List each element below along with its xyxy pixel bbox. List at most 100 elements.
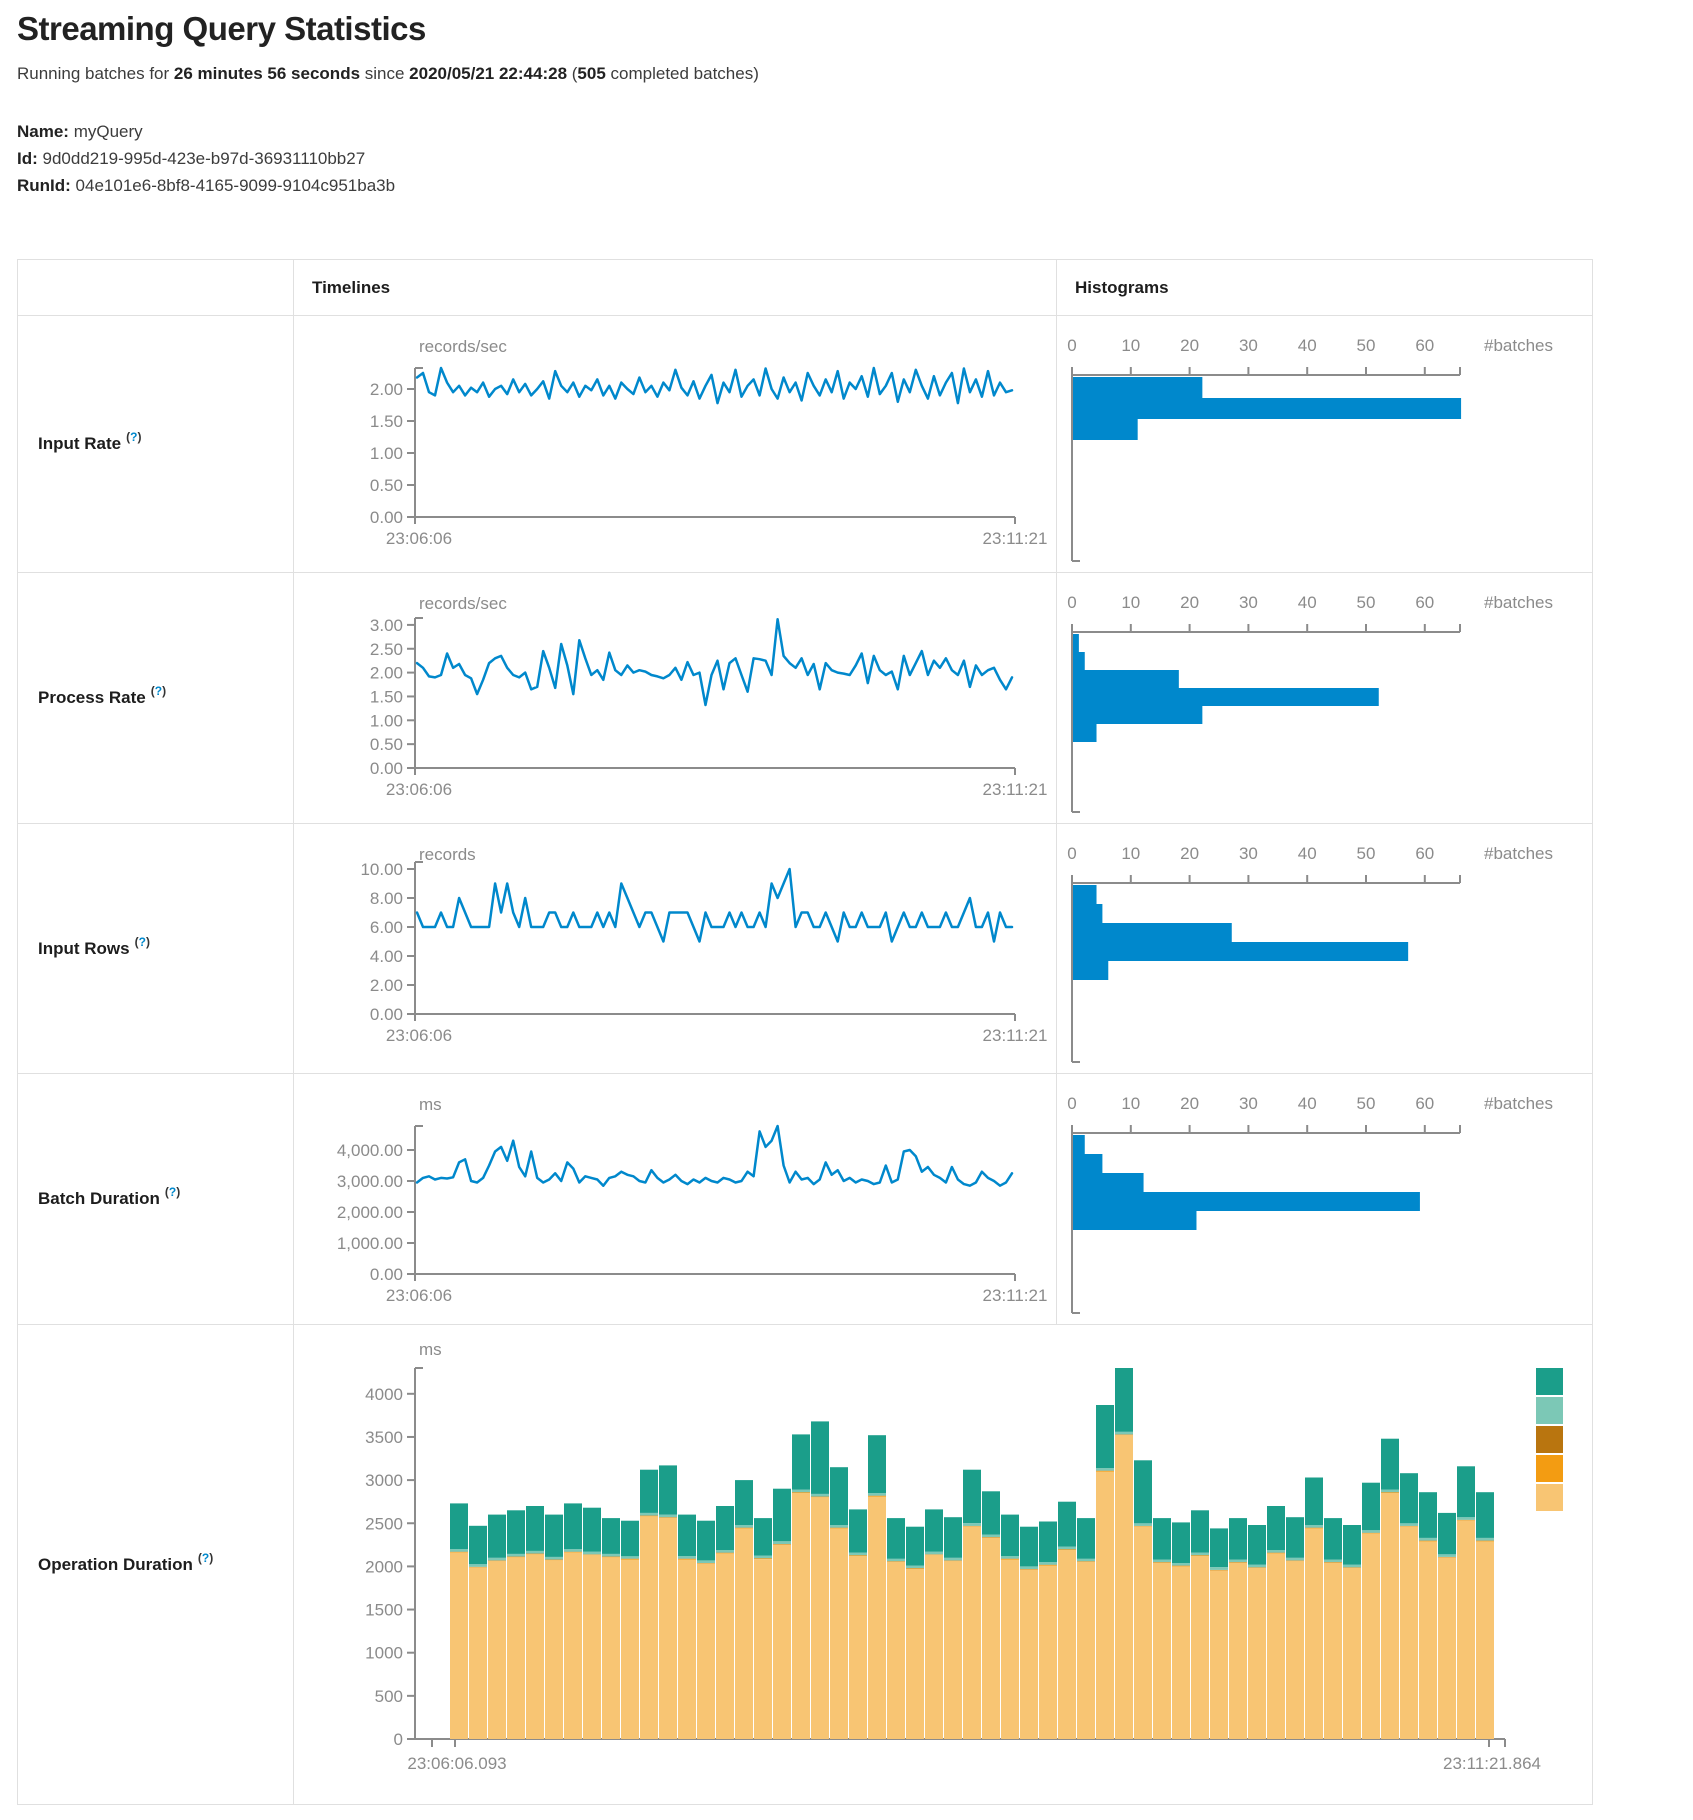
svg-text:0.00: 0.00 [370,1265,403,1284]
svg-text:2.00: 2.00 [370,380,403,399]
svg-text:30: 30 [1239,1094,1258,1113]
statistics-table: Timelines Histograms Input Rate (?) reco… [17,259,1593,1805]
svg-text:23:06:06: 23:06:06 [386,529,452,548]
svg-text:#batches: #batches [1484,1094,1553,1113]
query-name-line: Name: myQuery [17,118,395,145]
svg-text:30: 30 [1239,844,1258,863]
svg-text:2500: 2500 [365,1514,403,1533]
svg-text:10.00: 10.00 [360,860,403,879]
svg-text:0: 0 [1067,593,1076,612]
svg-text:23:06:06: 23:06:06 [386,780,452,799]
batch-duration-help-icon[interactable]: (?) [164,1185,181,1199]
svg-text:10: 10 [1121,336,1140,355]
svg-text:50: 50 [1357,1094,1376,1113]
input-rows-histogram-chart: 0 10 20 30 40 50 60 #batches [1056,823,1592,1073]
svg-text:23:06:06: 23:06:06 [386,1286,452,1305]
svg-text:0.50: 0.50 [370,735,403,754]
svg-text:20: 20 [1180,336,1199,355]
query-runid-value: 04e101e6-8bf8-4165-9099-9104c951ba3b [70,176,396,195]
operation-duration-label: Operation Duration [38,1554,193,1574]
svg-text:2.50: 2.50 [370,640,403,659]
batch-duration-histogram-chart: 0 10 20 30 40 50 60 #batches [1056,1073,1592,1324]
svg-text:0: 0 [394,1730,403,1749]
svg-text:10: 10 [1121,844,1140,863]
svg-text:23:11:21.864: 23:11:21.864 [1443,1754,1541,1773]
svg-text:0.00: 0.00 [370,508,403,527]
batch-duration-label: Batch Duration [38,1189,160,1208]
svg-text:1.50: 1.50 [370,687,403,706]
input-rate-label: Input Rate [38,434,122,453]
svg-text:60: 60 [1415,1094,1434,1113]
svg-text:0: 0 [1067,336,1076,355]
query-id-line: Id: 9d0dd219-995d-423e-b97d-36931110bb27 [17,145,395,172]
svg-text:2.00: 2.00 [370,664,403,683]
query-name-label: Name: [17,122,69,141]
svg-text:3000: 3000 [365,1471,403,1490]
legend-swatch-5 [1536,1484,1563,1511]
svg-text:0.00: 0.00 [370,1005,403,1024]
svg-text:23:11:21: 23:11:21 [983,1286,1048,1305]
header-empty-cell [18,260,293,315]
svg-text:40: 40 [1298,1094,1317,1113]
row-label-batch-duration: Batch Duration (?) [18,1073,293,1324]
svg-text:2,000.00: 2,000.00 [337,1203,403,1222]
svg-text:1000: 1000 [365,1644,403,1663]
svg-text:1.00: 1.00 [370,444,403,463]
svg-text:23:11:21: 23:11:21 [983,529,1048,548]
input-rows-label: Input Rows [38,938,130,958]
svg-text:0: 0 [1067,1094,1076,1113]
svg-text:3,000.00: 3,000.00 [337,1172,403,1191]
svg-text:records/sec: records/sec [419,337,507,356]
svg-text:23:06:06: 23:06:06 [386,1026,452,1045]
process-rate-label: Process Rate [38,688,146,707]
query-metadata: Name: myQuery Id: 9d0dd219-995d-423e-b97… [17,118,395,199]
histograms-column-header: Histograms [1056,260,1592,315]
svg-text:60: 60 [1415,844,1434,863]
svg-text:60: 60 [1415,593,1434,612]
svg-text:20: 20 [1180,1094,1199,1113]
operation-duration-legend [1536,1368,1563,1513]
legend-swatch-3 [1536,1426,1563,1453]
row-label-operation-duration: Operation Duration (?) [18,1324,293,1804]
row-label-process-rate: Process Rate (?) [18,572,293,823]
svg-text:8.00: 8.00 [370,889,403,908]
svg-text:ms: ms [419,1340,442,1359]
svg-text:0.00: 0.00 [370,759,403,778]
legend-swatch-4 [1536,1455,1563,1482]
svg-text:40: 40 [1298,844,1317,863]
process-rate-histogram-chart: 0 10 20 30 40 50 60 #batches [1056,572,1592,823]
svg-text:10: 10 [1121,593,1140,612]
input-rows-help-icon[interactable]: (?) [134,934,150,949]
svg-text:500: 500 [375,1687,403,1706]
svg-text:50: 50 [1357,593,1376,612]
svg-text:30: 30 [1239,593,1258,612]
svg-text:records: records [419,845,476,864]
row-label-input-rate: Input Rate (?) [18,315,293,572]
svg-text:60: 60 [1415,336,1434,355]
svg-text:23:06:06.093: 23:06:06.093 [407,1754,506,1773]
svg-text:1,000.00: 1,000.00 [337,1234,403,1253]
svg-text:30: 30 [1239,336,1258,355]
query-runid-label: RunId: [17,176,71,195]
svg-text:1.00: 1.00 [370,711,403,730]
query-name-value: myQuery [68,122,143,141]
svg-text:20: 20 [1180,593,1199,612]
legend-swatch-1 [1536,1368,1563,1395]
input-rate-timeline-chart: records/sec 2.00 1.50 1.00 0.50 0.00 23:06:06 2… [293,315,1056,572]
input-rate-histogram-chart: 0 10 20 30 40 50 60 #batches [1056,315,1592,572]
process-rate-help-icon[interactable]: (?) [150,684,167,698]
query-id-value: 9d0dd219-995d-423e-b97d-36931110bb27 [37,149,366,168]
svg-text:40: 40 [1298,593,1317,612]
svg-text:20: 20 [1180,844,1199,863]
svg-text:4.00: 4.00 [370,947,403,966]
operation-duration-help-icon[interactable]: (?) [197,1550,214,1565]
input-rate-help-icon[interactable]: (?) [126,430,142,444]
subtitle-paren: ( [567,64,578,83]
operation-duration-chart: ms 4000 3500 3000 2500 2000 1500 1000 500 0 23:06:… [293,1324,1592,1804]
batch-duration-timeline-chart: ms 4,000.00 3,000.00 2,000.00 1,000.00 0.00 23… [293,1073,1056,1324]
start-timestamp: 2020/05/21 22:44:28 [409,64,568,83]
running-batches-summary: Running batches for 26 minutes 56 second… [17,64,759,84]
running-duration: 26 minutes 56 seconds [173,64,361,83]
query-runid-line: RunId: 04e101e6-8bf8-4165-9099-9104c951b… [17,172,395,199]
